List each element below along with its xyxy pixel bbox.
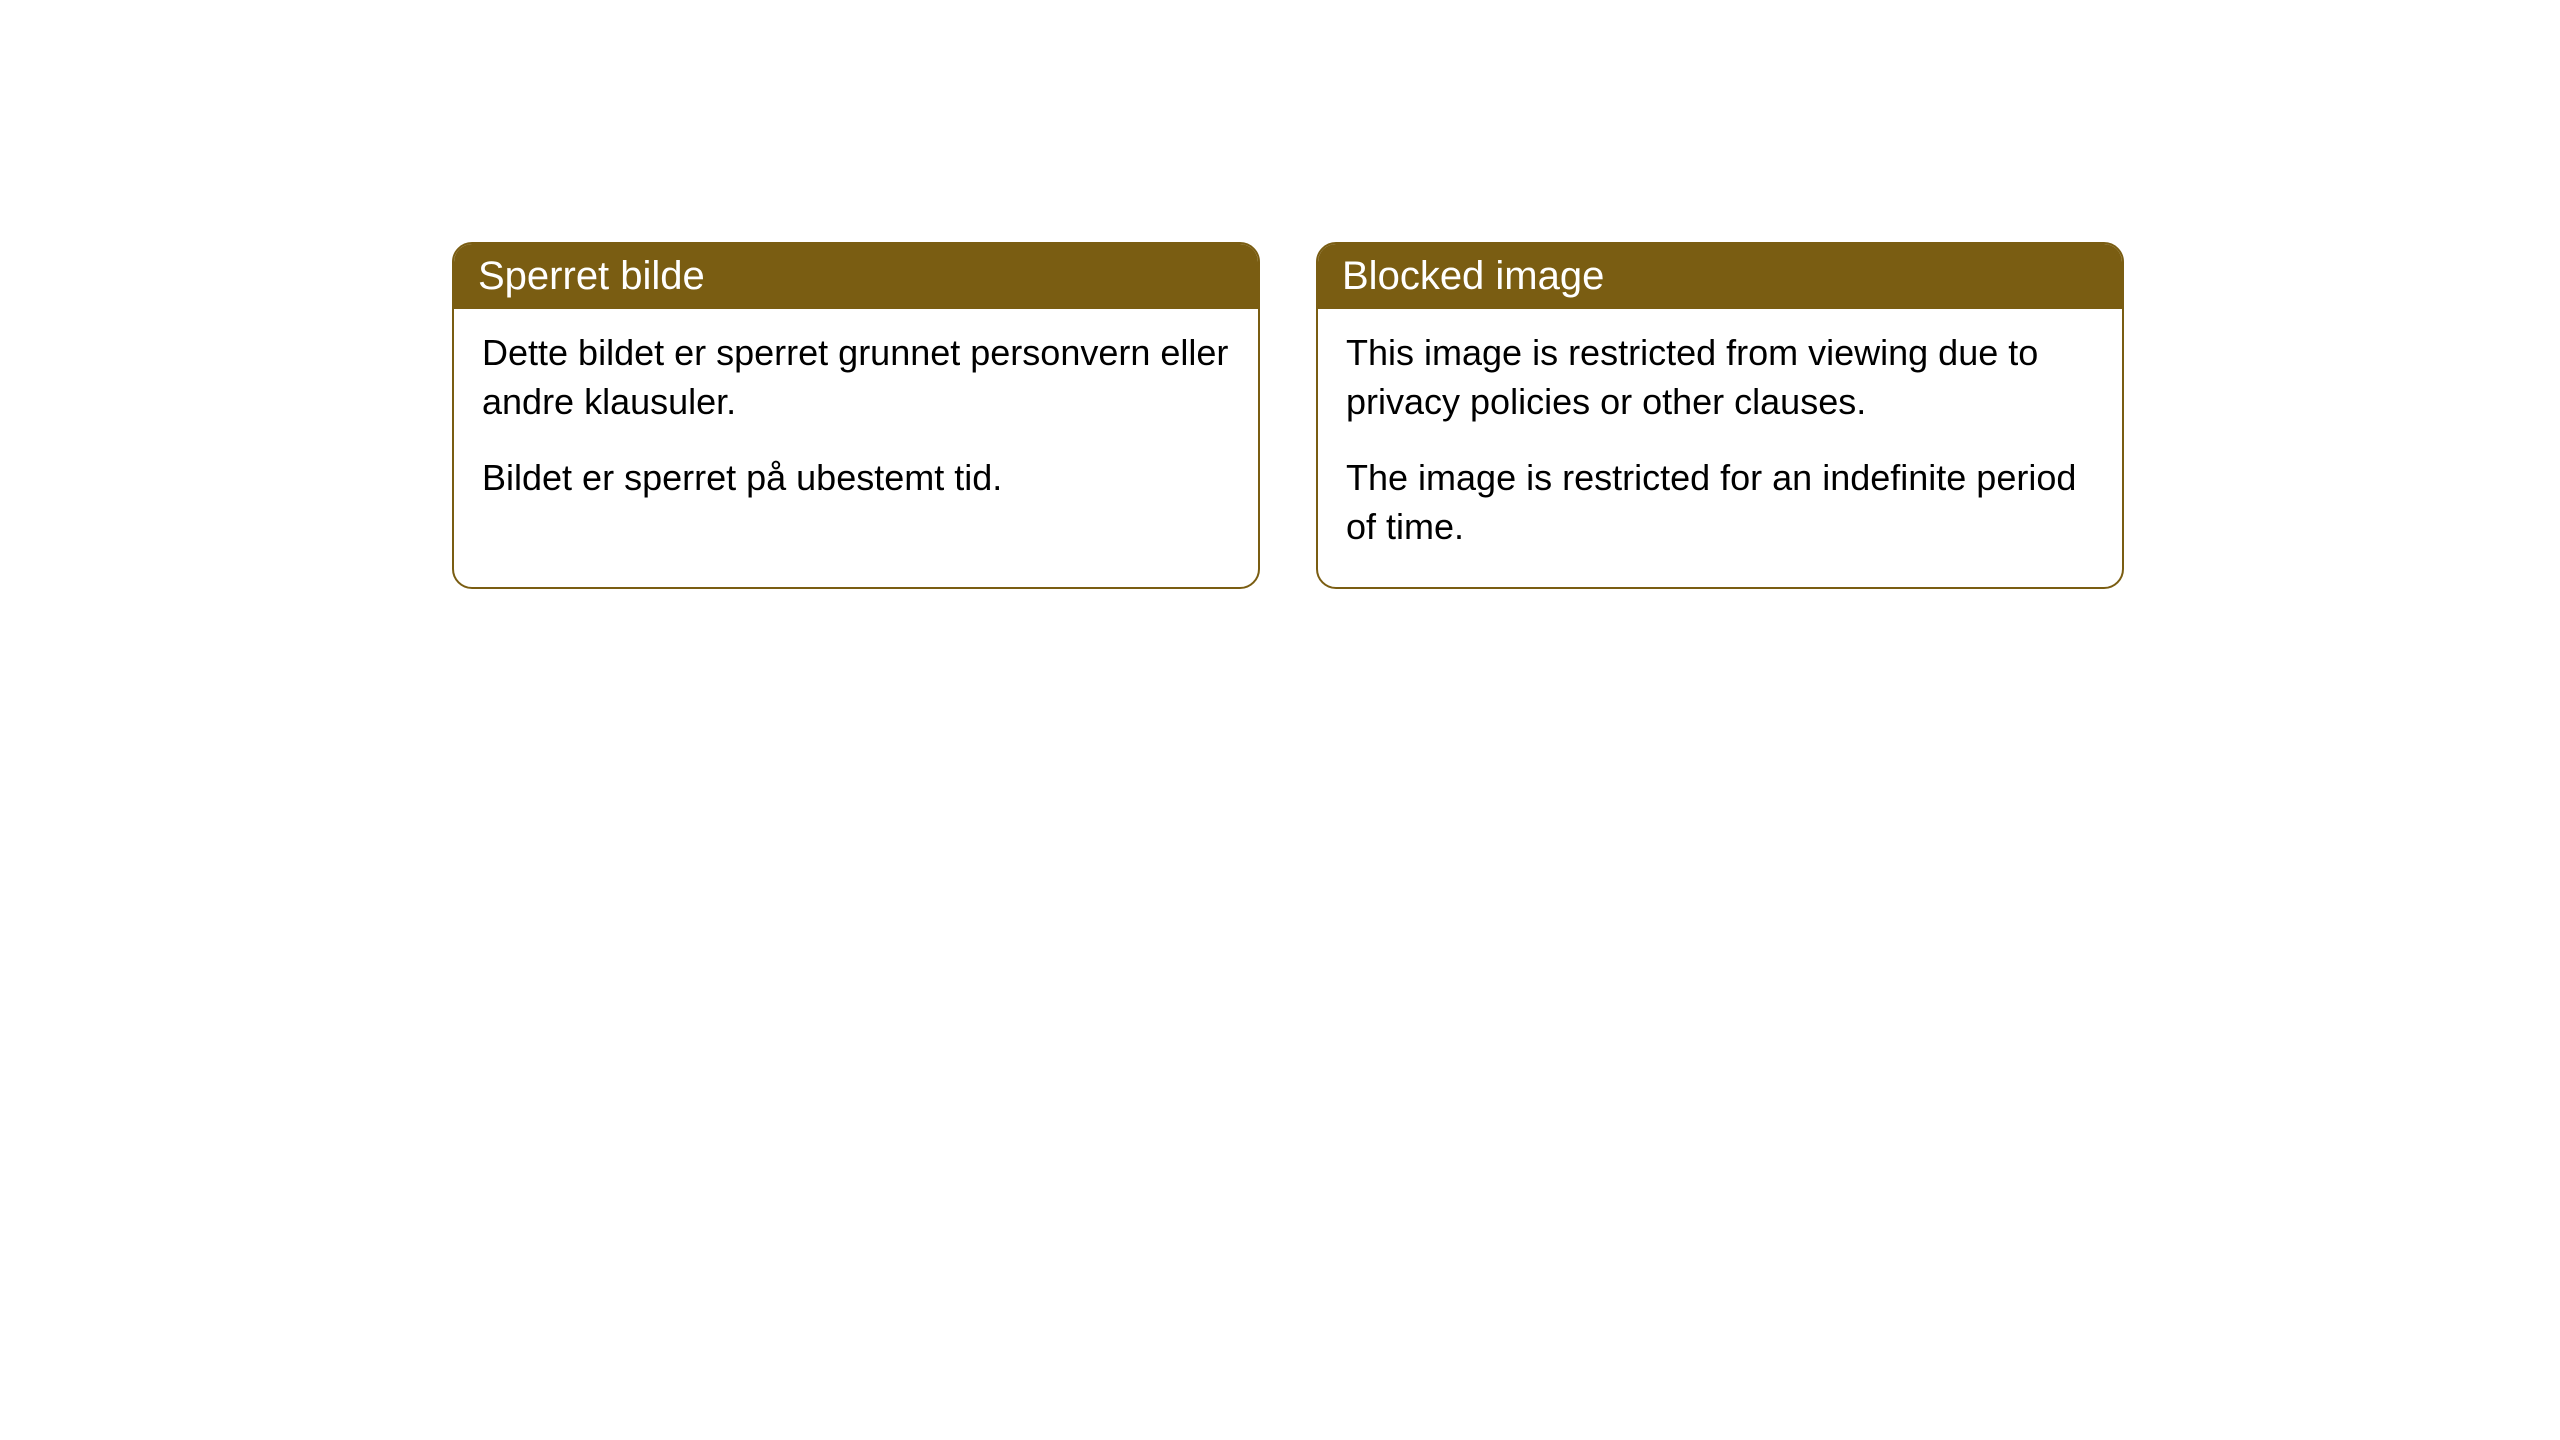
card-paragraph-2: Bildet er sperret på ubestemt tid. xyxy=(482,454,1230,503)
notice-card-norwegian: Sperret bilde Dette bildet er sperret gr… xyxy=(452,242,1260,589)
notice-card-english: Blocked image This image is restricted f… xyxy=(1316,242,2124,589)
card-paragraph-1: This image is restricted from viewing du… xyxy=(1346,329,2094,426)
card-title: Blocked image xyxy=(1342,254,1604,298)
card-header: Sperret bilde xyxy=(454,244,1258,309)
card-title: Sperret bilde xyxy=(478,254,705,298)
card-paragraph-2: The image is restricted for an indefinit… xyxy=(1346,454,2094,551)
notice-container: Sperret bilde Dette bildet er sperret gr… xyxy=(452,242,2124,589)
card-body: This image is restricted from viewing du… xyxy=(1318,309,2122,587)
card-header: Blocked image xyxy=(1318,244,2122,309)
card-paragraph-1: Dette bildet er sperret grunnet personve… xyxy=(482,329,1230,426)
card-body: Dette bildet er sperret grunnet personve… xyxy=(454,309,1258,539)
